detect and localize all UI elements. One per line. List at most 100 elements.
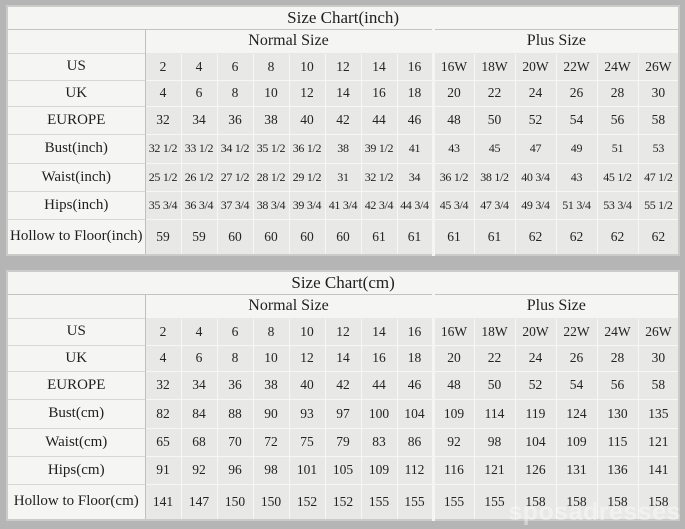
row-label: Bust(inch)	[7, 133, 146, 163]
size-value-cell: 93	[288, 398, 326, 429]
size-value-cell: 44 3/4	[396, 190, 434, 220]
row-label: US	[7, 317, 146, 345]
size-value-cell: 155	[473, 483, 516, 521]
size-value-cell: 90	[252, 398, 290, 429]
size-value-cell: 158	[596, 483, 639, 521]
size-value-cell: 6	[216, 317, 254, 346]
size-value-cell: 28	[596, 344, 639, 372]
size-value-cell: 26 1/2	[180, 162, 218, 192]
size-value-cell: 18W	[473, 52, 516, 81]
size-value-cell: 58	[637, 370, 680, 400]
size-value-cell: 20W	[514, 317, 557, 346]
size-value-cell: 54	[555, 105, 598, 135]
size-value-cell: 72	[252, 427, 290, 457]
size-value-cell: 26W	[637, 317, 680, 346]
size-value-cell: 8	[216, 344, 254, 372]
size-value-cell: 52	[514, 370, 557, 400]
size-value-cell: 48	[431, 105, 475, 135]
size-value-cell: 12	[288, 79, 326, 107]
group-header-row: Normal Size Plus Size	[7, 294, 680, 319]
size-value-cell: 35 3/4	[144, 190, 182, 220]
size-value-cell: 14	[360, 317, 398, 346]
table-row: UK 4 6 8 10 12 14 16 18 20 22 24 26 28 30	[7, 344, 680, 372]
size-value-cell: 96	[216, 455, 254, 485]
size-value-cell: 28	[596, 79, 639, 107]
size-value-cell: 91	[144, 455, 182, 485]
size-value-cell: 14	[324, 344, 362, 372]
size-value-cell: 16	[360, 79, 398, 107]
size-value-cell: 26W	[637, 52, 680, 81]
size-value-cell: 49	[555, 133, 598, 164]
size-value-cell: 158	[555, 483, 598, 521]
size-value-cell: 42	[324, 105, 362, 135]
row-label: UK	[7, 79, 146, 106]
size-value-cell: 56	[596, 105, 639, 135]
size-value-cell: 10	[288, 52, 326, 81]
size-value-cell: 30	[637, 344, 680, 372]
row-label: Bust(cm)	[7, 398, 146, 428]
size-value-cell: 48	[431, 370, 475, 400]
size-value-cell: 124	[555, 398, 598, 429]
table-row: Waist(cm) 65 68 70 72 75 79 83 86 92 98 104 109 115 12…	[7, 427, 680, 457]
size-value-cell: 39 1/2	[360, 133, 398, 164]
size-value-cell: 14	[324, 79, 362, 107]
size-value-cell: 16W	[431, 52, 475, 81]
row-label: Waist(cm)	[7, 427, 146, 456]
size-value-cell: 31	[324, 162, 362, 192]
size-value-cell: 16	[396, 317, 434, 346]
size-value-cell: 16	[360, 344, 398, 372]
size-value-cell: 36	[216, 105, 254, 135]
size-value-cell: 62	[637, 218, 680, 256]
size-value-cell: 114	[473, 398, 516, 429]
size-value-cell: 61	[396, 218, 434, 256]
size-value-cell: 150	[216, 483, 254, 521]
size-value-cell: 18W	[473, 317, 516, 346]
size-value-cell: 98	[473, 427, 516, 457]
size-value-cell: 60	[324, 218, 362, 256]
table-row: Bust(inch) 32 1/2 33 1/2 34 1/2 35 1/2 36 1/2…	[7, 133, 680, 164]
size-value-cell: 119	[514, 398, 557, 429]
size-value-cell: 54	[555, 370, 598, 400]
size-value-cell: 45	[473, 133, 516, 164]
size-value-cell: 8	[252, 317, 290, 346]
size-value-cell: 104	[396, 398, 434, 429]
size-value-cell: 36 1/2	[288, 133, 326, 164]
size-value-cell: 47 1/2	[637, 162, 680, 192]
size-value-cell: 88	[216, 398, 254, 429]
size-value-cell: 51 3/4	[555, 190, 598, 220]
table-row: Hollow to Floor(cm) 141 147 150 150 152 152 155…	[7, 483, 680, 521]
corner-cell	[7, 29, 146, 53]
size-value-cell: 18	[396, 79, 434, 107]
table-row: US 2 4 6 8 10 12 14 16 16W 18W 20W 22W 24W 26W	[7, 317, 680, 346]
row-label: US	[7, 52, 146, 80]
row-label: UK	[7, 344, 146, 371]
size-value-cell: 34	[396, 162, 434, 192]
size-value-cell: 130	[596, 398, 639, 429]
size-value-cell: 24W	[596, 52, 639, 81]
size-value-cell: 22W	[555, 52, 598, 81]
size-value-cell: 36 1/2	[431, 162, 475, 192]
size-value-cell: 126	[514, 455, 557, 485]
size-value-cell: 41	[396, 133, 434, 164]
group-header-plus-size: Plus Size	[431, 29, 680, 54]
size-value-cell: 55 1/2	[637, 190, 680, 220]
size-value-cell: 59	[144, 218, 182, 256]
size-value-cell: 42 3/4	[360, 190, 398, 220]
size-value-cell: 10	[288, 317, 326, 346]
size-value-cell: 47 3/4	[473, 190, 516, 220]
size-value-cell: 46	[396, 105, 434, 135]
size-value-cell: 4	[180, 317, 218, 346]
size-value-cell: 44	[360, 105, 398, 135]
size-value-cell: 41 3/4	[324, 190, 362, 220]
size-value-cell: 147	[180, 483, 218, 521]
size-value-cell: 101	[288, 455, 326, 485]
size-value-cell: 42	[324, 370, 362, 400]
size-value-cell: 70	[216, 427, 254, 457]
size-value-cell: 155	[360, 483, 398, 521]
group-header-row: Normal Size Plus Size	[7, 29, 680, 54]
size-value-cell: 141	[144, 483, 182, 521]
size-value-cell: 61	[473, 218, 516, 256]
size-value-cell: 60	[252, 218, 290, 256]
size-value-cell: 83	[360, 427, 398, 457]
size-value-cell: 65	[144, 427, 182, 457]
